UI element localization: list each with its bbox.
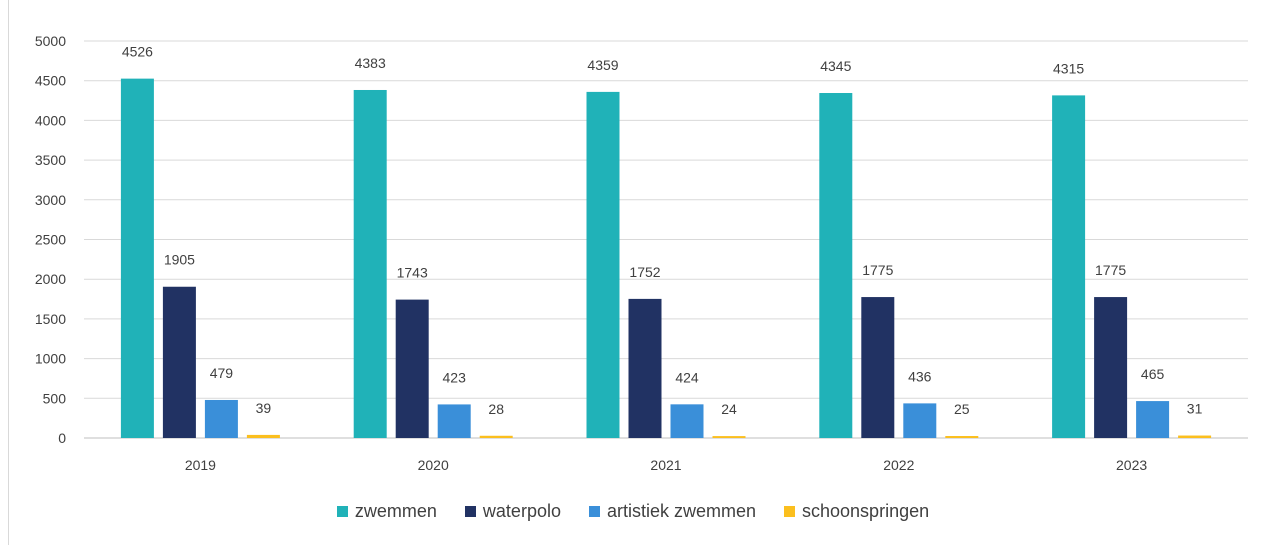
- data-label: 4526: [122, 44, 153, 60]
- bar-schoonspringen-2022: [945, 436, 979, 438]
- bars: [120, 78, 1212, 439]
- y-tick-label: 2000: [35, 271, 66, 287]
- y-tick-label: 3500: [35, 152, 66, 168]
- data-label: 39: [256, 400, 272, 416]
- data-label: 4345: [820, 58, 851, 74]
- data-label: 479: [210, 365, 234, 381]
- legend-label: zwemmen: [354, 501, 437, 521]
- bar-zwemmen-2022: [819, 93, 853, 438]
- data-label: 1752: [629, 264, 660, 280]
- y-tick-label: 4000: [35, 112, 66, 128]
- chart-frame-border: [8, 0, 9, 545]
- data-label: 4359: [587, 57, 618, 73]
- bar-zwemmen-2021: [586, 91, 620, 439]
- y-axis: 0 500 1000 1500 2000 2500 3000 3500 4000 4500 5000: [35, 33, 66, 446]
- data-label: 1905: [164, 252, 195, 268]
- x-tick-label: 2023: [1116, 457, 1147, 473]
- legend-label: schoonspringen: [802, 501, 930, 521]
- bar-waterpolo-2020: [395, 299, 429, 438]
- bar-schoonspringen-2021: [712, 436, 746, 438]
- legend: zwemmen waterpolo artistiek zwemmen schoons…: [0, 501, 1266, 522]
- data-label: 31: [1187, 401, 1203, 417]
- y-tick-label: 1000: [35, 351, 66, 367]
- bar-artistiek-zwemmen-2023: [1136, 401, 1170, 438]
- y-tick-label: 5000: [35, 33, 66, 49]
- legend-item: waterpolo: [464, 501, 561, 522]
- x-axis: 2019 2020 2021 2022 2023: [185, 457, 1148, 473]
- bar-artistiek-zwemmen-2022: [903, 403, 937, 438]
- y-tick-label: 0: [58, 430, 66, 446]
- data-label: 436: [908, 368, 932, 384]
- data-label: 28: [488, 401, 504, 417]
- data-label: 1775: [862, 262, 893, 278]
- legend-label: artistiek zwemmen: [606, 501, 757, 521]
- bar-schoonspringen-2020: [479, 435, 513, 438]
- y-tick-label: 2500: [35, 232, 66, 248]
- legend-swatch: [784, 506, 796, 517]
- bar-waterpolo-2023: [1094, 297, 1128, 438]
- data-label: 1743: [397, 265, 428, 281]
- y-tick-label: 3000: [35, 192, 66, 208]
- data-labels: 4526 1905 479 39 4383 1743 423 28 4359 1752 424 24 4…: [122, 44, 1203, 417]
- legend-swatch: [336, 506, 348, 517]
- bar-artistiek-zwemmen-2019: [204, 399, 238, 438]
- bar-schoonspringen-2023: [1178, 435, 1212, 438]
- bar-waterpolo-2021: [628, 298, 662, 438]
- data-label: 465: [1141, 366, 1165, 382]
- bar-chart: 0 500 1000 1500 2000 2500 3000 3500 4000 4500 5000…: [35, 33, 1248, 473]
- legend-item: schoonspringen: [784, 501, 929, 522]
- y-tick-label: 500: [43, 390, 67, 406]
- legend-item: zwemmen: [336, 501, 437, 522]
- legend-swatch: [588, 506, 600, 517]
- x-tick-label: 2019: [185, 457, 216, 473]
- bar-zwemmen-2023: [1052, 95, 1086, 438]
- data-label: 24: [721, 401, 737, 417]
- data-label: 4315: [1053, 60, 1084, 76]
- bar-artistiek-zwemmen-2021: [670, 404, 704, 438]
- x-tick-label: 2021: [650, 457, 681, 473]
- data-label: 4383: [355, 55, 386, 71]
- bar-waterpolo-2019: [162, 286, 196, 438]
- y-tick-label: 1500: [35, 311, 66, 327]
- legend-label: waterpolo: [482, 501, 561, 521]
- y-tick-label: 4500: [35, 73, 66, 89]
- bar-zwemmen-2019: [120, 78, 154, 439]
- bar-waterpolo-2022: [861, 297, 895, 438]
- data-label: 423: [443, 369, 467, 385]
- legend-swatch: [464, 506, 476, 517]
- data-label: 424: [675, 369, 699, 385]
- bar-zwemmen-2020: [353, 89, 387, 438]
- x-tick-label: 2020: [418, 457, 449, 473]
- bar-schoonspringen-2019: [246, 434, 280, 438]
- x-tick-label: 2022: [883, 457, 914, 473]
- bar-artistiek-zwemmen-2020: [437, 404, 471, 438]
- data-label: 1775: [1095, 262, 1126, 278]
- legend-item: artistiek zwemmen: [588, 501, 757, 522]
- data-label: 25: [954, 401, 970, 417]
